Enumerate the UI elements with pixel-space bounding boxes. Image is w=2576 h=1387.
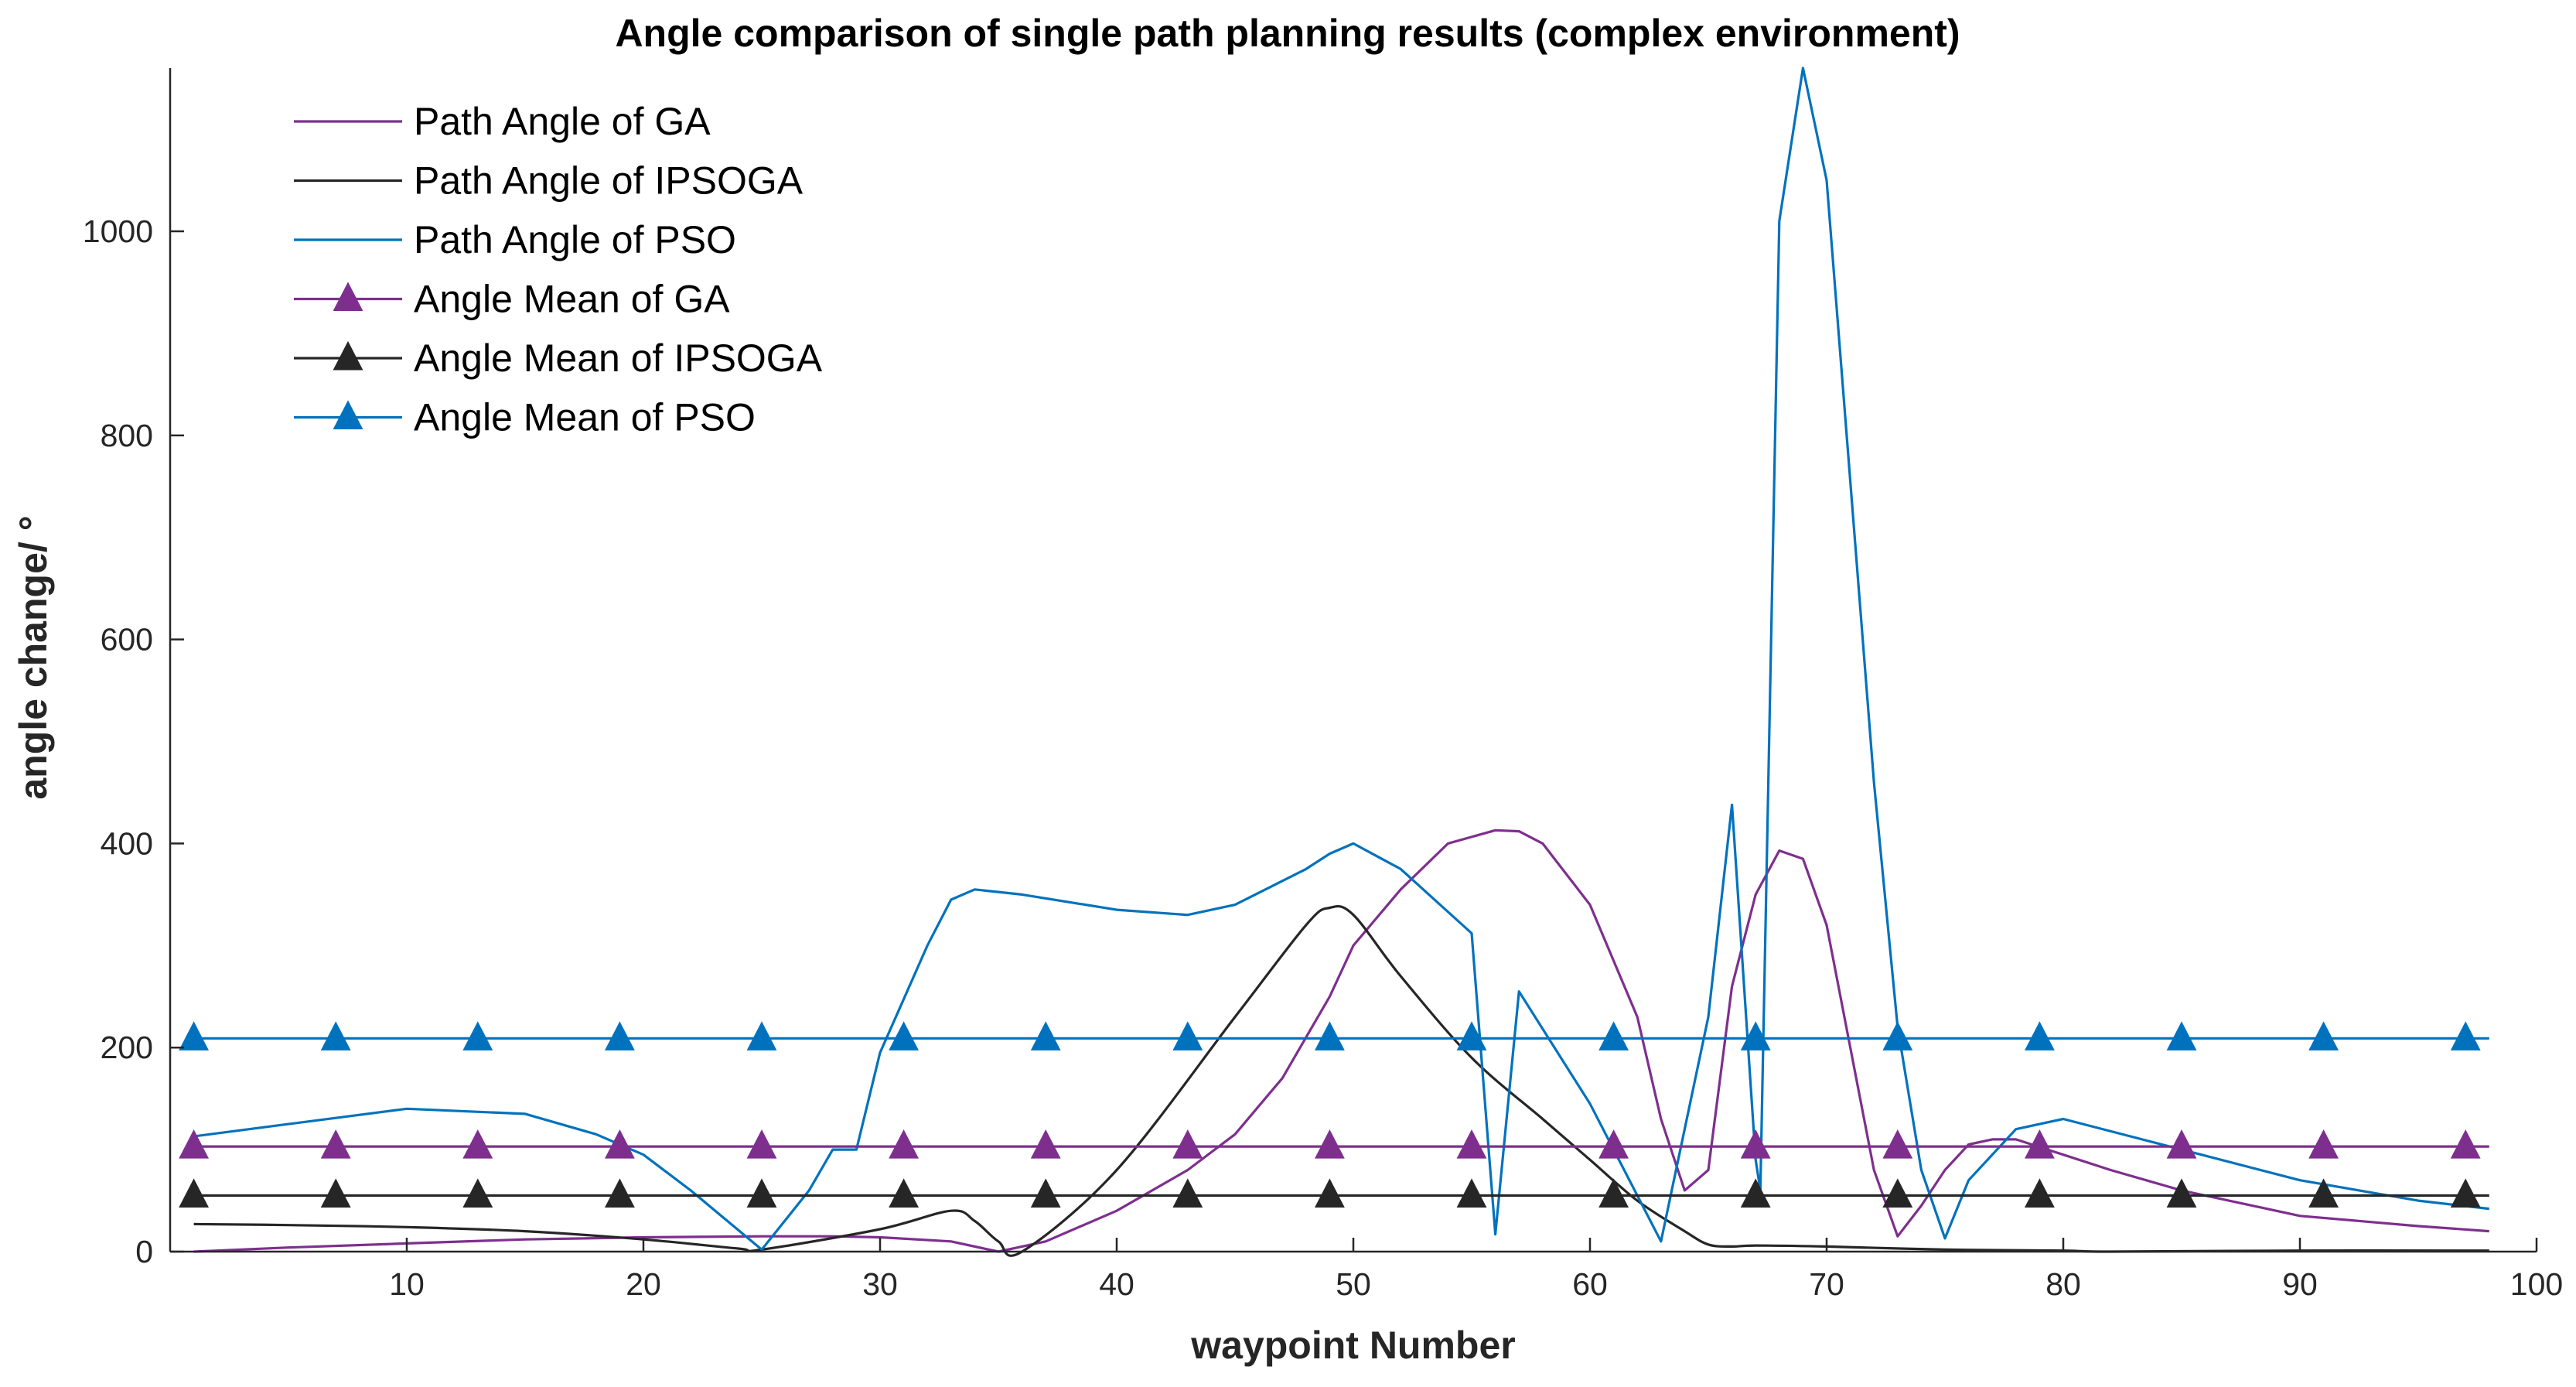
data-point-marker <box>1314 1021 1345 1050</box>
data-point-marker <box>2166 1178 2197 1208</box>
data-point-marker <box>2024 1021 2055 1050</box>
x-tick-label: 60 <box>1572 1266 1608 1302</box>
data-point-marker <box>1598 1021 1629 1050</box>
legend-label: Path Angle of PSO <box>414 218 736 261</box>
legend-entry: Angle Mean of PSO <box>294 396 756 439</box>
data-point-marker <box>1314 1129 1345 1159</box>
x-tick-label: 50 <box>1336 1266 1371 1302</box>
data-point-marker <box>746 1129 777 1159</box>
data-point-marker <box>1598 1129 1629 1159</box>
data-point-marker <box>1598 1178 1629 1208</box>
data-point-marker <box>1456 1129 1487 1159</box>
series-4 <box>179 1178 2489 1208</box>
data-point-marker <box>1740 1178 1771 1208</box>
data-point-marker <box>604 1021 635 1050</box>
y-tick-label: 200 <box>101 1030 153 1065</box>
x-tick-label: 30 <box>862 1266 898 1302</box>
data-point-marker <box>462 1178 493 1208</box>
data-point-marker <box>2024 1178 2055 1208</box>
data-point-marker <box>1882 1129 1913 1159</box>
legend-entry: Path Angle of GA <box>294 100 711 143</box>
data-point-marker <box>746 1178 777 1208</box>
x-tick-label: 70 <box>1809 1266 1844 1302</box>
data-point-marker <box>1030 1129 1061 1159</box>
data-point-marker <box>1740 1129 1771 1159</box>
legend-entry: Path Angle of PSO <box>294 218 736 261</box>
data-point-marker <box>2450 1129 2481 1159</box>
x-tick-label: 40 <box>1099 1266 1134 1302</box>
data-point-marker <box>179 1021 210 1050</box>
legend-marker <box>333 340 363 371</box>
legend-label: Angle Mean of IPSOGA <box>414 337 823 380</box>
data-point-marker <box>889 1021 920 1050</box>
data-point-marker <box>2450 1178 2481 1208</box>
data-point-marker <box>320 1178 351 1208</box>
chart-title: Angle comparison of single path planning… <box>615 12 1960 55</box>
y-axis-title: angle change/ ° <box>12 515 55 799</box>
data-point-marker <box>179 1178 210 1208</box>
data-point-marker <box>462 1021 493 1050</box>
x-tick-label: 90 <box>2282 1266 2318 1302</box>
series-1 <box>193 904 2489 1257</box>
series-layer <box>179 67 2489 1257</box>
legend-label: Path Angle of GA <box>414 100 711 143</box>
data-point-marker <box>1456 1021 1487 1050</box>
data-point-marker <box>1314 1178 1345 1208</box>
legend: Path Angle of GA Path Angle of IPSOGA Path… <box>294 100 823 439</box>
data-point-marker <box>889 1129 920 1159</box>
data-point-marker <box>1882 1178 1913 1208</box>
data-point-marker <box>320 1129 351 1159</box>
x-tick-label: 20 <box>626 1266 661 1302</box>
data-point-marker <box>462 1129 493 1159</box>
data-point-marker <box>1456 1178 1487 1208</box>
legend-entry: Angle Mean of GA <box>294 278 730 321</box>
series-3 <box>179 1129 2489 1159</box>
data-point-marker <box>1882 1021 1913 1050</box>
series-0 <box>193 828 2489 1253</box>
data-point-marker <box>2450 1021 2481 1050</box>
legend-label: Angle Mean of PSO <box>414 396 756 439</box>
series-2 <box>193 67 2489 1251</box>
data-point-marker <box>320 1021 351 1050</box>
x-tick-label: 10 <box>389 1266 425 1302</box>
series-5 <box>179 1021 2489 1050</box>
data-point-marker <box>889 1178 920 1208</box>
y-tick-label: 600 <box>101 622 153 658</box>
series-line <box>193 828 2489 1253</box>
legend-marker <box>333 282 363 311</box>
data-point-marker <box>1172 1021 1203 1050</box>
legend-marker <box>333 400 363 429</box>
data-point-marker <box>2166 1021 2197 1050</box>
y-tick-label: 1000 <box>83 214 153 249</box>
data-point-marker <box>1740 1021 1771 1050</box>
data-point-marker <box>1172 1178 1203 1208</box>
series-line <box>193 904 2489 1257</box>
legend-label: Angle Mean of GA <box>414 278 730 321</box>
y-tick-label: 400 <box>101 825 153 861</box>
x-axis-title: waypoint Number <box>1190 1324 1515 1367</box>
y-tick-label: 0 <box>135 1234 153 1269</box>
x-tick-label: 80 <box>2045 1266 2081 1302</box>
legend-label: Path Angle of IPSOGA <box>414 159 804 203</box>
legend-entry: Path Angle of IPSOGA <box>294 159 804 203</box>
data-point-marker <box>1172 1129 1203 1159</box>
data-point-marker <box>604 1129 635 1159</box>
data-point-marker <box>2308 1021 2339 1050</box>
data-point-marker <box>604 1178 635 1208</box>
data-point-marker <box>2166 1129 2197 1159</box>
x-tick-label: 100 <box>2510 1266 2563 1302</box>
data-point-marker <box>1030 1178 1061 1208</box>
y-tick-label: 800 <box>101 418 153 453</box>
data-point-marker <box>2308 1178 2339 1208</box>
data-point-marker <box>179 1129 210 1159</box>
data-point-marker <box>1030 1021 1061 1050</box>
data-point-marker <box>746 1021 777 1050</box>
data-point-marker <box>2308 1129 2339 1159</box>
data-point-marker <box>2024 1129 2055 1159</box>
series-line <box>193 67 2489 1251</box>
legend-entry: Angle Mean of IPSOGA <box>294 337 823 380</box>
